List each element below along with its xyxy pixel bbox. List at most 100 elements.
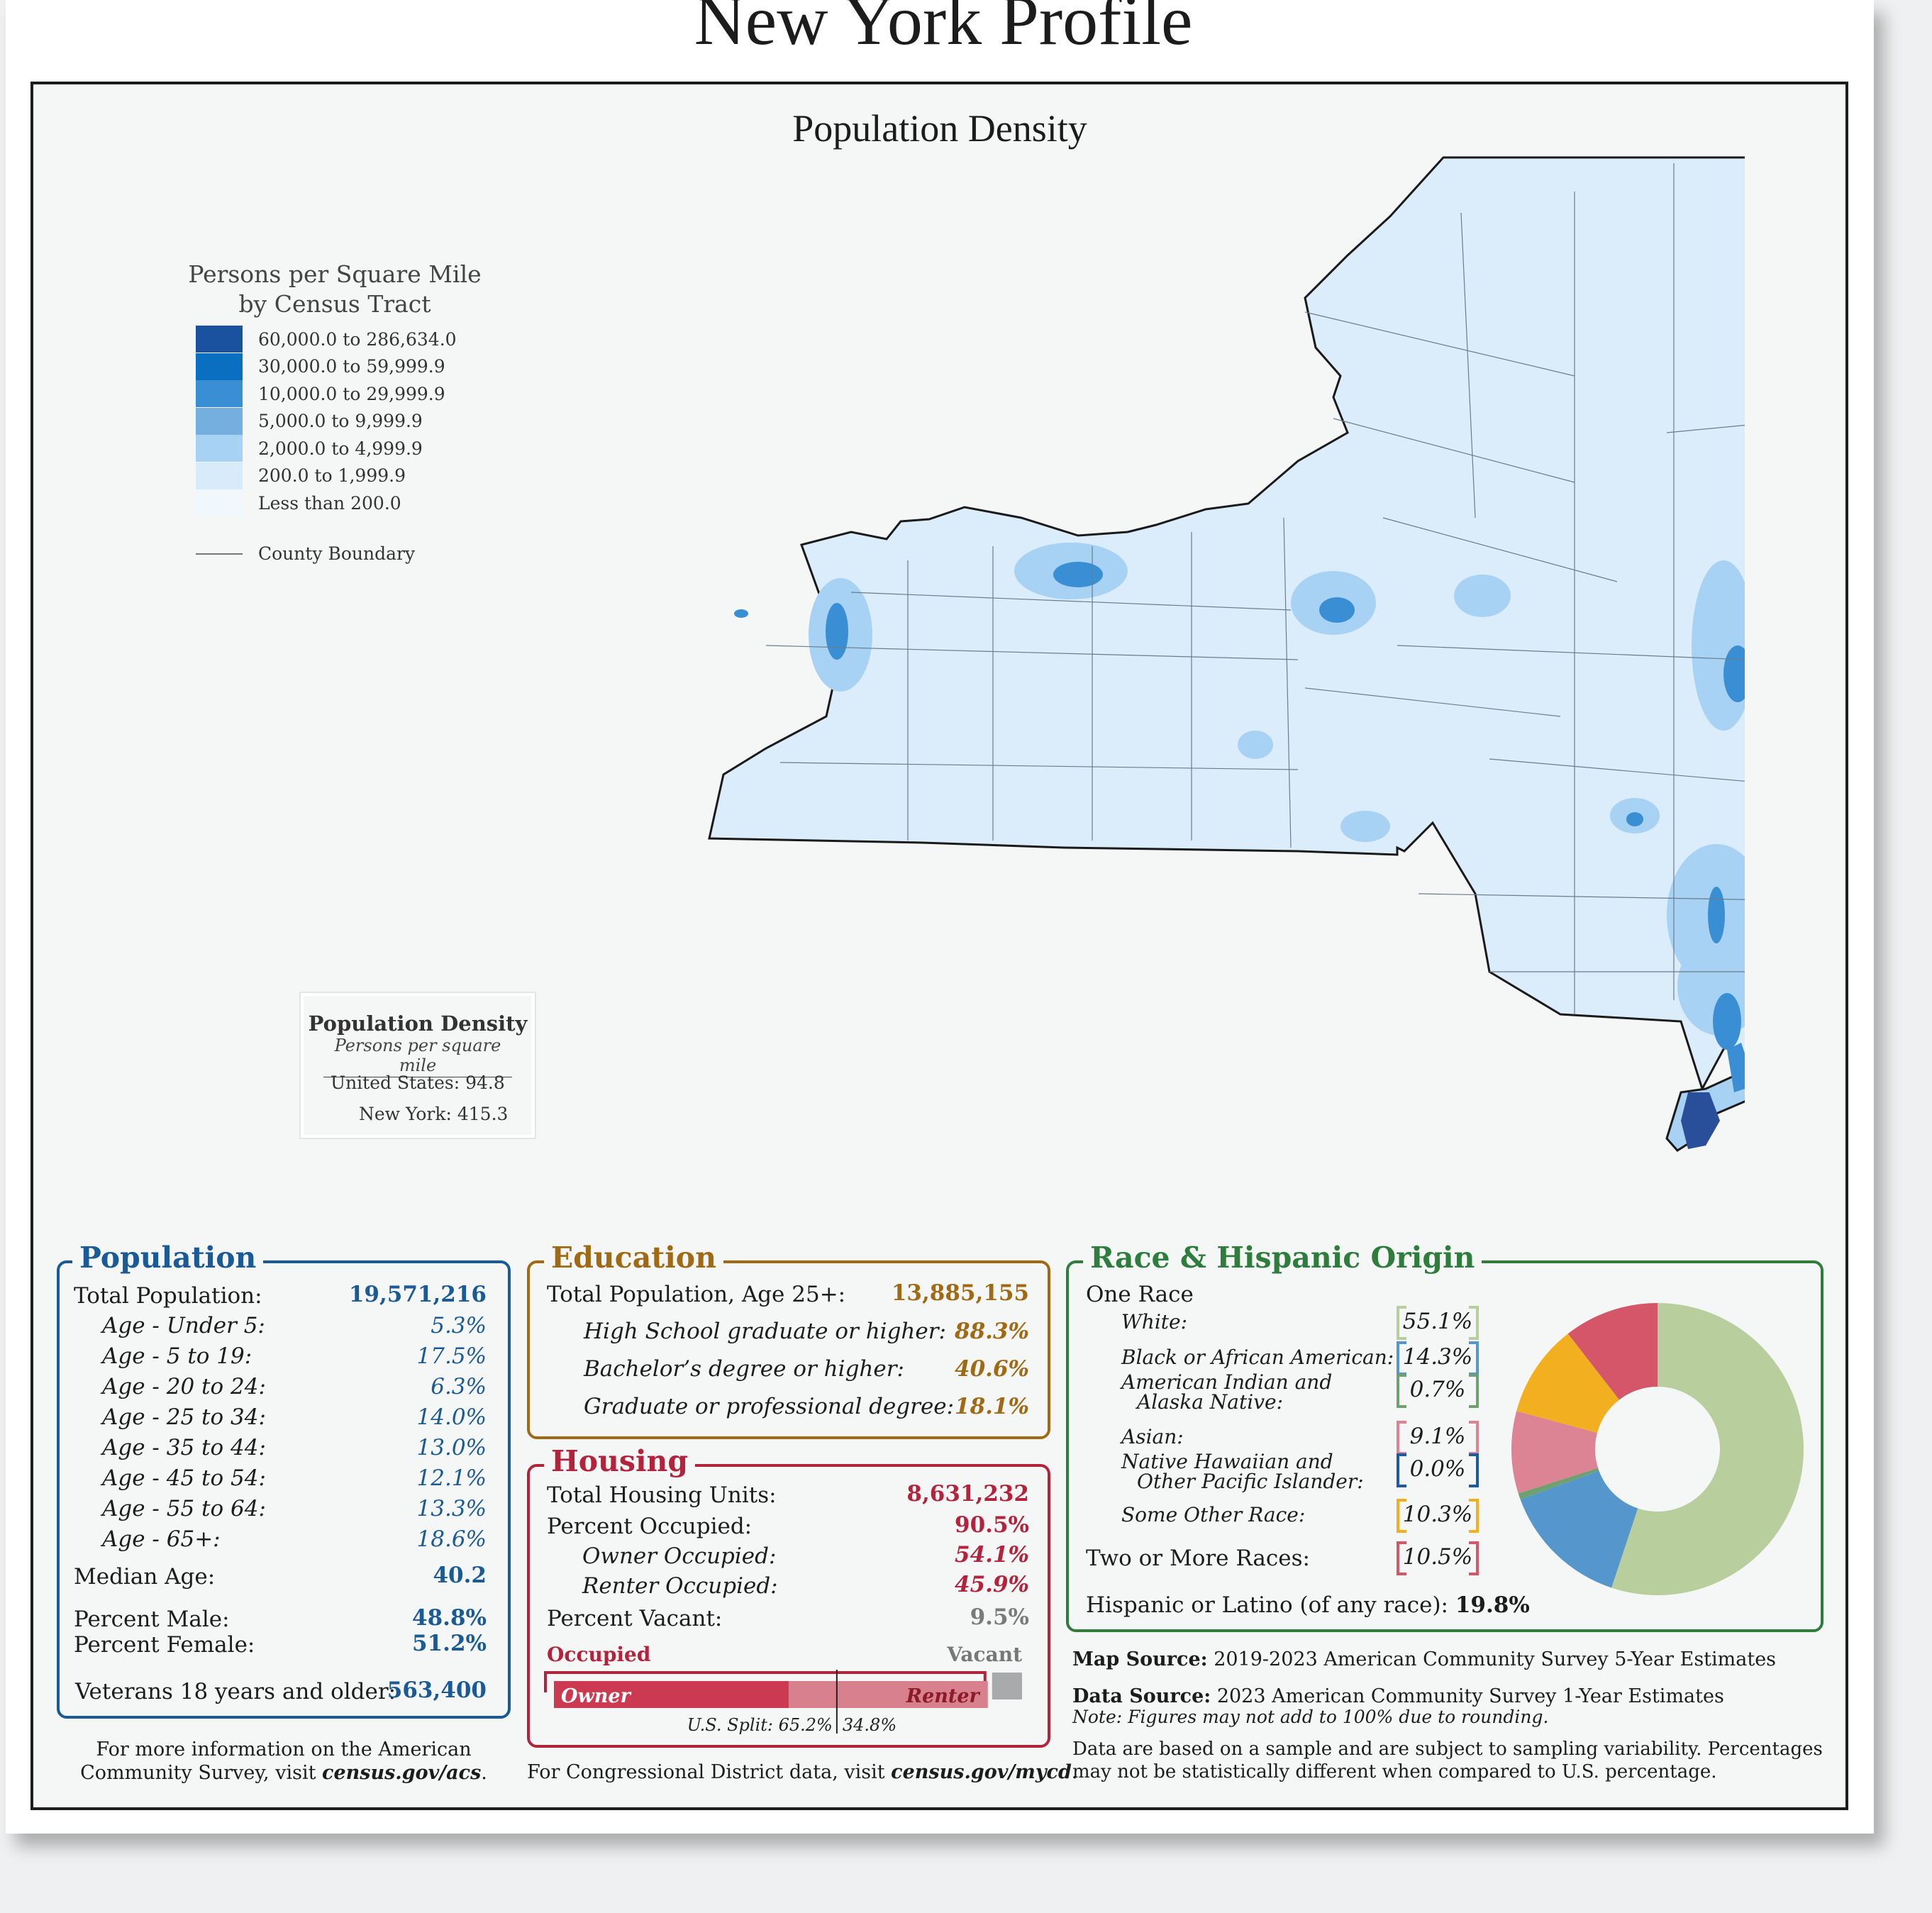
male-label: Percent Male:: [74, 1607, 230, 1632]
occupied-value: 90.5%: [955, 1512, 1029, 1538]
education-total-value: 13,885,155: [891, 1280, 1029, 1306]
legend-label: Less than 200.0: [258, 492, 401, 514]
ny-density-label: New York:: [359, 1104, 452, 1124]
race-panel: Race & Hispanic Origin One Race White: 55…: [1066, 1241, 1823, 1632]
vacant-value: 9.5%: [970, 1604, 1029, 1630]
bar-owner-label: Owner: [561, 1685, 632, 1707]
education-panel: Education Total Population, Age 25+: 13,…: [527, 1241, 1050, 1439]
us-density-value: 94.8: [465, 1072, 505, 1093]
legend-swatch: [196, 326, 243, 353]
occupied-label: Percent Occupied:: [547, 1514, 753, 1539]
donut-slice: [1520, 1470, 1638, 1588]
legend-label: 200.0 to 1,999.9: [258, 465, 406, 486]
age-row-value: 13.0%: [416, 1435, 487, 1460]
ny-density-value: 415.3: [457, 1104, 509, 1124]
age-row-label: Age - 20 to 24:: [102, 1374, 266, 1399]
age-row-label: Age - 35 to 44:: [102, 1435, 266, 1460]
bar-renter-label: Renter: [906, 1685, 981, 1707]
race-donut-chart: [1511, 1303, 1804, 1595]
hispanic-label: Hispanic or Latino (of any race):: [1086, 1592, 1448, 1618]
legend-row: 60,000.0 to 286,634.0: [196, 326, 457, 353]
race-row-value: 0.7%: [1397, 1374, 1479, 1408]
map-source-label: Map Source:: [1072, 1648, 1208, 1670]
renter-occupied-label: Renter Occupied:: [582, 1573, 778, 1599]
two-more-label: Two or More Races:: [1086, 1546, 1310, 1571]
legend-row: Less than 200.0: [196, 489, 401, 516]
race-row-label: American Indian and: [1121, 1370, 1333, 1394]
race-row-label: Native Hawaiian and: [1121, 1450, 1333, 1473]
race-row-value: 55.1%: [1397, 1306, 1479, 1340]
population-title: Population: [72, 1241, 264, 1275]
age-row-label: Age - 45 to 54:: [102, 1465, 266, 1491]
donut-slice: [1518, 1468, 1599, 1499]
population-panel: Population Total Population: 19,571,216 …: [57, 1241, 511, 1719]
housing-units-value: 8,631,232: [906, 1481, 1029, 1507]
legend-label: 2,000.0 to 4,999.9: [258, 438, 423, 459]
race-row-value: 9.1%: [1397, 1421, 1479, 1455]
male-value: 48.8%: [412, 1605, 487, 1631]
hispanic-value: 19.8%: [1455, 1592, 1530, 1618]
mycd-link[interactable]: census.gov/mycd: [891, 1761, 1072, 1783]
donut-slice: [1611, 1303, 1804, 1595]
housing-title: Housing: [544, 1444, 696, 1478]
sample-note-line1: Data are based on a sample and are subje…: [1072, 1739, 1823, 1760]
us-density-label: United States:: [331, 1072, 460, 1093]
race-row-value: 0.0%: [1397, 1453, 1479, 1487]
age-row-value: 6.3%: [431, 1374, 487, 1399]
us-split-label-2: 34.8%: [843, 1715, 896, 1735]
education-title: Education: [544, 1241, 723, 1275]
race-row-label: Black or African American:: [1121, 1346, 1394, 1369]
acs-link[interactable]: census.gov/acs: [322, 1762, 482, 1784]
legend-swatch: [196, 380, 243, 407]
legend-swatch: [196, 353, 243, 380]
education-total-label: Total Population, Age 25+:: [547, 1282, 846, 1307]
race-row-label-2: Other Pacific Islander:: [1137, 1470, 1364, 1493]
education-row-value: 88.3%: [955, 1319, 1029, 1344]
donut-slice: [1516, 1333, 1620, 1434]
race-row-value: 10.3%: [1397, 1499, 1479, 1533]
housing-panel: Housing Total Housing Units: 8,631,232 P…: [527, 1444, 1050, 1748]
westchester-area: [1727, 1043, 1745, 1092]
legend-label: 10,000.0 to 29,999.9: [258, 383, 445, 404]
race-title: Race & Hispanic Origin: [1083, 1241, 1482, 1275]
county-boundaries: [765, 163, 1745, 1014]
race-row-label: Some Other Race:: [1121, 1503, 1306, 1526]
education-row-label: Graduate or professional degree:: [584, 1394, 955, 1419]
median-age-label: Median Age:: [74, 1564, 216, 1590]
owner-occupied-value: 54.1%: [955, 1542, 1029, 1568]
two-more-value: 10.5%: [1397, 1541, 1479, 1575]
education-row-label: Bachelor’s degree or higher:: [584, 1356, 904, 1382]
age-row-label: Age - 5 to 19:: [102, 1343, 252, 1369]
page-title: New York Profile: [694, 0, 1193, 60]
age-row-label: Age - 25 to 34:: [102, 1404, 266, 1430]
state-shape: [708, 156, 1745, 1152]
vacant-label: Percent Vacant:: [547, 1606, 723, 1631]
female-label: Percent Female:: [74, 1632, 255, 1658]
total-population-value: 19,571,216: [348, 1282, 487, 1307]
education-row-value: 18.1%: [955, 1394, 1029, 1419]
one-race-label: One Race: [1086, 1282, 1194, 1307]
nyc-area: [1681, 1092, 1720, 1149]
rounding-note: Note: Figures may not add to 100% due to…: [1072, 1707, 1549, 1727]
legend-label: 60,000.0 to 286,634.0: [258, 328, 457, 350]
legend-label: 5,000.0 to 9,999.9: [258, 411, 423, 431]
legend-row: 2,000.0 to 4,999.9: [196, 435, 423, 462]
owner-occupied-label: Owner Occupied:: [582, 1543, 777, 1569]
upstate-outline: [708, 156, 1745, 1092]
legend-swatch: [196, 435, 243, 462]
acs-info-line1: For more information on the American: [96, 1739, 472, 1760]
legend-row: 5,000.0 to 9,999.9: [196, 407, 423, 435]
county-boundary-legend: County Boundary: [196, 543, 415, 564]
legend-label: 30,000.0 to 59,999.9: [258, 356, 445, 377]
age-row-value: 13.3%: [416, 1496, 487, 1521]
veterans-value: 563,400: [387, 1678, 487, 1703]
race-row-label-2: Alaska Native:: [1137, 1390, 1284, 1414]
race-row-label: Asian:: [1121, 1425, 1184, 1448]
ny-density-map: [708, 156, 1745, 1152]
legend-title: Persons per Square Mile by Census Tract: [188, 260, 482, 318]
education-row-label: High School graduate or higher:: [584, 1319, 947, 1344]
housing-units-label: Total Housing Units:: [547, 1482, 777, 1508]
age-row-value: 14.0%: [416, 1404, 487, 1430]
us-split-label: U.S. Split: 65.2%: [687, 1715, 833, 1735]
total-population-label: Total Population:: [74, 1283, 262, 1309]
